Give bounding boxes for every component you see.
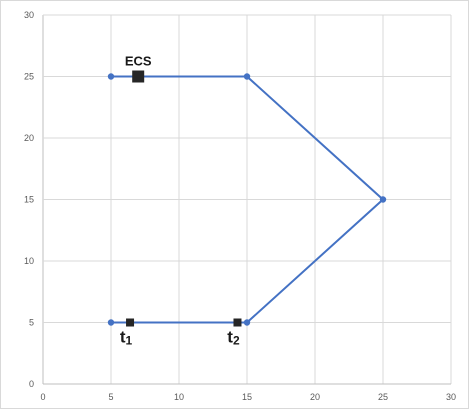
series-layer [107, 73, 387, 326]
data-point [243, 73, 251, 80]
y-tick-label: 30 [24, 10, 34, 20]
annotation-text: t [227, 328, 233, 347]
data-point [107, 73, 115, 80]
annotation-marker [126, 318, 135, 327]
annotation-marker [132, 70, 145, 83]
x-tick-label: 10 [174, 392, 184, 402]
annotation-label: t2 [227, 328, 240, 348]
tick-label-layer: 0 5 10 15 20 25 30 0 5 10 15 20 25 30 [24, 10, 456, 402]
y-tick-label: 15 [24, 195, 34, 205]
annotation-subscript: 1 [126, 334, 133, 348]
data-point [243, 319, 251, 326]
grid-layer [42, 14, 452, 385]
annotation-subscript: 2 [233, 334, 240, 348]
annotation-text: t [120, 328, 126, 347]
x-tick-label: 5 [108, 392, 113, 402]
y-tick-label: 10 [24, 256, 34, 266]
y-tick-label: 20 [24, 133, 34, 143]
y-tick-label: 0 [29, 379, 34, 389]
annotation-text: ECS [125, 54, 152, 69]
annotation-label: t1 [120, 328, 133, 348]
x-tick-label: 30 [446, 392, 456, 402]
data-point [107, 319, 115, 326]
x-tick-label: 25 [378, 392, 388, 402]
data-point [379, 196, 387, 203]
annotation-marker [233, 318, 242, 327]
y-tick-label: 5 [29, 318, 34, 328]
annotation-label: ECS [125, 54, 152, 69]
x-tick-label: 15 [242, 392, 252, 402]
x-tick-label: 20 [310, 392, 320, 402]
y-tick-label: 25 [24, 72, 34, 82]
x-tick-label: 0 [40, 392, 45, 402]
